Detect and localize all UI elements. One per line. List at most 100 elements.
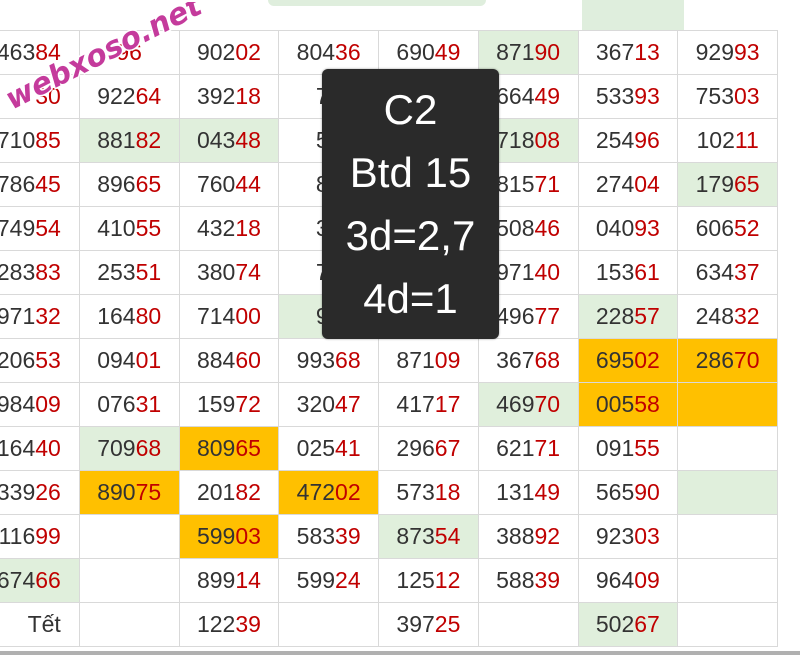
number-tail: 55 [135, 215, 162, 241]
number-head: 809 [196, 435, 236, 461]
result-cell: 87354 [378, 514, 479, 559]
result-cell [477, 602, 579, 647]
number-head: 753 [695, 83, 734, 109]
number-head: 881 [97, 127, 136, 153]
number-head: 228 [595, 303, 635, 329]
number-head: 283 [0, 259, 36, 285]
result-cell: 20653 [0, 338, 80, 383]
result-cell: 80965 [178, 426, 280, 471]
number-head: 153 [595, 259, 635, 285]
number-head: 884 [196, 347, 236, 373]
result-cell: 92264 [78, 74, 180, 119]
result-cell [677, 602, 778, 647]
number-tail: 02 [335, 479, 361, 505]
number-head: 902 [196, 39, 236, 65]
number-tail: 54 [434, 523, 461, 549]
number-head: 971 [0, 303, 36, 329]
number-head: 993 [296, 347, 336, 373]
number-head: 432 [196, 215, 236, 241]
result-cell: 96 [78, 30, 180, 75]
result-cell: 41717 [378, 382, 479, 427]
number-head: 599 [296, 567, 336, 593]
result-cell [677, 470, 778, 515]
number-head: 718 [496, 127, 535, 153]
number-tail: 60 [235, 347, 261, 373]
number-tail: 18 [434, 479, 461, 505]
result-cell: 36768 [477, 338, 579, 383]
result-cell: 59924 [278, 558, 380, 603]
result-cell: 71085 [0, 118, 80, 163]
result-cell: 87109 [378, 338, 479, 383]
result-cell: 89075 [78, 470, 180, 515]
number-head: 253 [97, 259, 136, 285]
result-cell: 28383 [0, 250, 80, 295]
number-tail: 70 [734, 347, 760, 373]
result-cell: 71400 [178, 294, 280, 339]
table-row: 11699 59903 58339 87354 38892 92303 [0, 514, 778, 559]
result-cell: 58839 [477, 558, 579, 603]
result-cell: 15361 [577, 250, 679, 295]
number-tail: 82 [135, 127, 162, 153]
number-head: 469 [496, 391, 535, 417]
number-head: 397 [396, 611, 435, 637]
overlay-line-4: 4d=1 [363, 275, 458, 322]
number-head: 159 [196, 391, 236, 417]
number-tail: 72 [235, 391, 261, 417]
number-head: 565 [595, 479, 635, 505]
number-head: 094 [97, 347, 136, 373]
number-tail: 11 [734, 127, 759, 153]
result-cell: 43218 [178, 206, 280, 251]
result-cell: 57318 [378, 470, 479, 515]
number-head: 786 [0, 171, 36, 197]
top-tab-indicator [268, 0, 486, 6]
result-cell: 15972 [178, 382, 280, 427]
number-tail: 93 [734, 39, 760, 65]
number-head: 367 [496, 347, 535, 373]
number-tail: 49 [534, 83, 561, 109]
result-cell: 90202 [178, 30, 280, 75]
result-cell: 92303 [577, 514, 679, 559]
overlay-line-1: C2 [383, 86, 438, 133]
result-cell [677, 514, 778, 559]
result-cell: 76044 [178, 162, 280, 207]
number-head: 664 [496, 83, 535, 109]
result-cell: 69502 [577, 338, 679, 383]
table-row: 78645896657604489815712740417965 [0, 162, 778, 207]
number-tail: 68 [335, 347, 361, 373]
table-row: Tết 12239 39725 50267 [0, 602, 778, 647]
number-tail: 49 [534, 479, 561, 505]
number-head: 964 [595, 567, 635, 593]
number-head: 714 [196, 303, 236, 329]
number-head: 164 [97, 303, 136, 329]
number-head: 873 [396, 523, 435, 549]
result-cell: 74954 [0, 206, 80, 251]
number-head: 388 [496, 523, 535, 549]
number-tail: 39 [534, 567, 561, 593]
number-head: 890 [97, 479, 136, 505]
bottom-area [0, 655, 800, 669]
number-head: 971 [496, 259, 535, 285]
number-tail: 00 [235, 303, 261, 329]
result-cell: 04093 [577, 206, 679, 251]
result-cell: 59903 [178, 514, 280, 559]
number-tail: 09 [634, 567, 660, 593]
number-tail: 84 [35, 39, 61, 65]
number-head: 573 [396, 479, 435, 505]
result-cell: 28670 [677, 338, 778, 383]
number-head: 179 [695, 171, 734, 197]
result-cell: 16480 [78, 294, 180, 339]
number-tail: 64 [135, 83, 162, 109]
number-tail: 13 [634, 39, 660, 65]
number-tail: 77 [534, 303, 561, 329]
number-head: 710 [0, 127, 36, 153]
result-cell: 07631 [78, 382, 180, 427]
result-cell: 63437 [677, 250, 778, 295]
result-cell: 50267 [577, 602, 679, 647]
number-tail: 40 [35, 435, 61, 461]
number-head: 760 [196, 171, 236, 197]
result-cell: 10211 [677, 118, 778, 163]
number-tail: 90 [534, 39, 561, 65]
number-head: 674 [0, 567, 36, 593]
number-head: 091 [595, 435, 635, 461]
result-cell: 00558 [577, 382, 679, 427]
